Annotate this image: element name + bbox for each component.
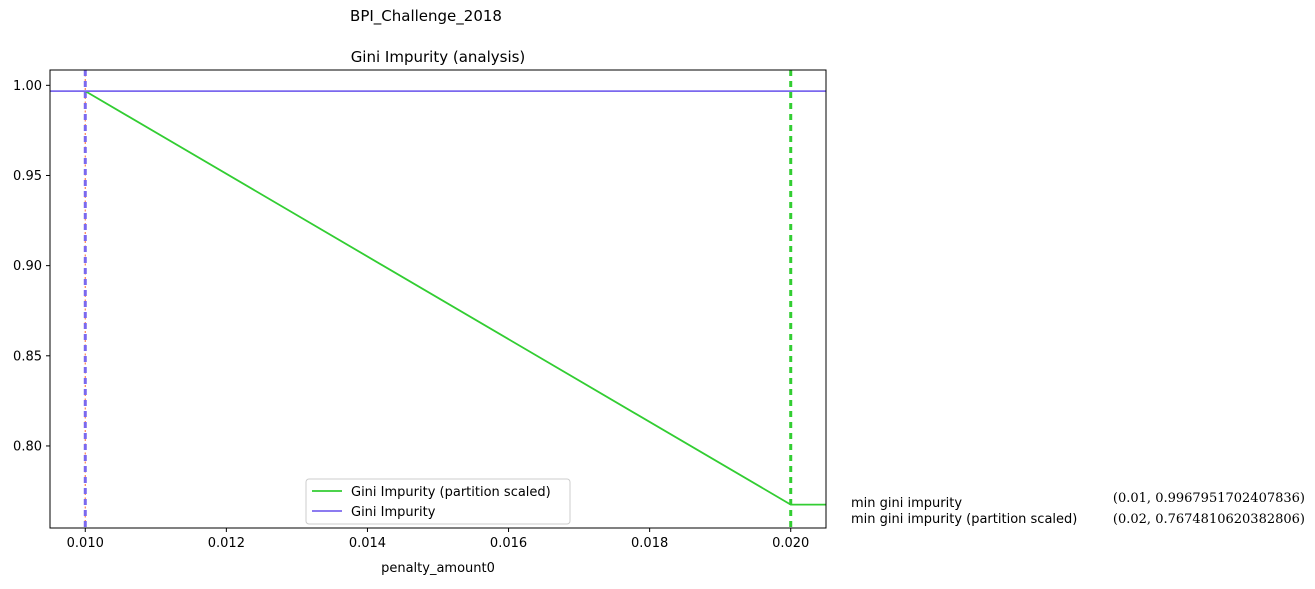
figure-suptitle: BPI_Challenge_2018: [350, 7, 502, 26]
x-tick-label-0: 0.010: [67, 536, 104, 551]
legend-box: [305, 478, 571, 525]
plot-content: [50, 70, 826, 528]
legend-label-partition-scaled: Gini Impurity (partition scaled): [351, 485, 551, 500]
y-tick-label-3: 0.95: [13, 169, 42, 184]
min-annotations: min gini impurity min gini impurity (par…: [851, 491, 1305, 527]
legend-label-gini-impurity: Gini Impurity: [351, 505, 436, 520]
x-tick-label-4: 0.018: [631, 536, 668, 551]
annotation-label-min-gini: min gini impurity: [851, 496, 962, 511]
annotation-value-min-gini: (0.01, 0.9967951702407836): [1113, 491, 1305, 506]
x-axis-label: penalty_amount0: [381, 561, 495, 576]
x-tick-label-5: 0.020: [772, 536, 809, 551]
series-line-0: [84, 90, 826, 506]
plot-frame: [49, 69, 827, 529]
plot-area: [50, 70, 826, 528]
x-tick-label-1: 0.012: [208, 536, 245, 551]
y-tick-label-2: 0.90: [13, 259, 42, 274]
y-tick-label-4: 1.00: [13, 79, 42, 94]
axes: 0.010 0.012 0.014 0.016 0.018 0.020 0.80 0.85 0.…: [13, 69, 827, 551]
x-tick-label-2: 0.014: [349, 536, 386, 551]
y-tick-label-1: 0.85: [13, 349, 42, 364]
x-tick-label-3: 0.016: [490, 536, 527, 551]
legend: Gini Impurity (partition scaled) Gini Im…: [305, 478, 571, 525]
chart-title: Gini Impurity (analysis): [351, 48, 526, 66]
y-tick-label-0: 0.80: [13, 439, 42, 454]
annotation-label-min-gini-partition: min gini impurity (partition scaled): [851, 512, 1077, 527]
annotation-value-min-gini-partition: (0.02, 0.7674810620382806): [1113, 512, 1305, 527]
